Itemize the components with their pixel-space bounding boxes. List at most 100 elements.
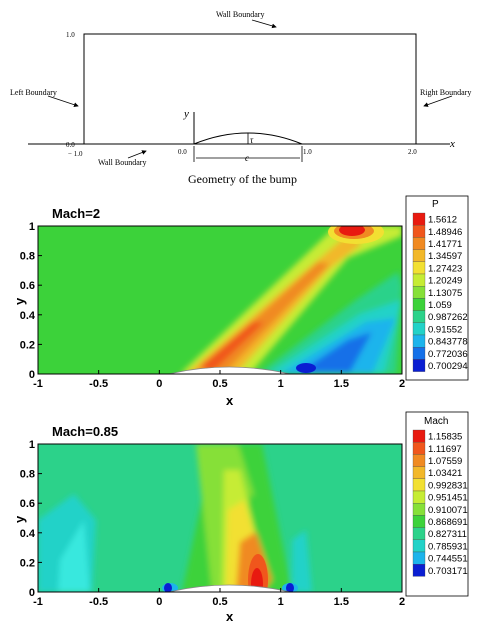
plot2-ytick-label: 0.8 <box>20 469 35 481</box>
plot2-ytick-label: 0.6 <box>20 498 35 510</box>
plot1-xtick-label: 2 <box>399 378 405 390</box>
plot1-legend-swatch <box>412 261 426 275</box>
thickness-label: τ <box>250 135 254 145</box>
plot1-legend-swatch <box>412 249 426 262</box>
right-boundary-label: Right Boundary <box>420 88 471 97</box>
plot2-legend-value: 1.11697 <box>428 444 462 455</box>
plot1-ytick-label: 0.4 <box>20 310 36 322</box>
wall-bottom-label: Wall Boundary <box>98 158 146 167</box>
plot2-xtick-label: 2 <box>399 596 405 608</box>
plot2-legend-swatch <box>412 527 426 540</box>
plot1-xtick-label: 1.5 <box>334 378 349 390</box>
plot1-legend-swatch <box>412 359 426 372</box>
plot1-ylabel: y <box>12 297 27 305</box>
plot2-legend-value: 0.992831 <box>428 480 468 491</box>
plot1-legend-value: 1.20249 <box>428 276 462 287</box>
plot1-xtick-label: -0.5 <box>89 378 108 390</box>
plot1-legend-value: 1.48946 <box>428 227 462 238</box>
plot1-legend-swatch <box>412 225 426 238</box>
plot2-xtick-label: 1.5 <box>334 596 349 608</box>
plot2-ytick-label: 0.4 <box>20 528 36 540</box>
left-boundary-label: Left Boundary <box>10 88 57 97</box>
plot2-legend-swatch <box>412 551 426 565</box>
plot2-legend-swatch <box>412 539 426 553</box>
plot2-legend-value: 1.07559 <box>428 456 462 467</box>
plot1-xtick-label: 0.5 <box>212 378 227 390</box>
contour-plot-mach2: -1 -0.5 0 0.5 1 1.5 2 0 0.2 0.4 0.6 0.8 1 Mach=2 x y… <box>12 195 469 408</box>
contour-plot-mach085: -1 -0.5 0 0.5 1 1.5 200.20.40.60.81 Mach=0.85 … <box>12 411 469 624</box>
plot1-legend-swatch <box>412 286 426 299</box>
plot2-ticks: -1 -0.5 0 0.5 1 1.5 2 0 0.2 0.4 0.6 0.8 1 <box>20 439 405 608</box>
tick-x-minus-one: − 1.0 <box>68 150 83 158</box>
plot2-ylabel: y <box>12 515 27 523</box>
plot1-legend-value: 0.91552 <box>428 324 462 335</box>
plot1-legend-value: 1.41771 <box>428 239 462 250</box>
plot2-xtick-label: -0.5 <box>89 596 108 608</box>
plot2-legend-swatch <box>412 429 426 443</box>
plot1-legend-swatch <box>412 212 426 226</box>
plot2-xtick-label: 1 <box>278 596 284 608</box>
wall-top-label: Wall Boundary <box>216 10 264 19</box>
geometry-y-axis-label: y <box>183 108 189 120</box>
arrow-left-boundary <box>47 95 79 108</box>
plot2-ytick-label: 0 <box>29 587 35 599</box>
plot1-legend-swatch <box>412 310 426 323</box>
plot2-xtick-label: -1 <box>33 596 43 608</box>
plot2-legend-value: 0.703171 <box>428 566 468 577</box>
plot1-title: Mach=2 <box>52 206 100 221</box>
pressure-contour-field <box>38 226 402 374</box>
geometry-caption: Geometry of the bump <box>188 172 297 186</box>
plot2-legend-swatch <box>412 503 426 516</box>
plot2-legend-swatch <box>412 478 426 492</box>
plot1-legend-swatch <box>412 322 426 336</box>
plot1-legend-value: 0.987262 <box>428 312 468 323</box>
plot1-ytick-label: 0.2 <box>20 339 35 351</box>
plot1-xlabel: x <box>226 393 234 408</box>
plot2-xtick-label: 0.5 <box>212 596 227 608</box>
arrow-right-boundary <box>423 95 453 107</box>
plot2-ytick-label: 0.2 <box>20 557 35 569</box>
plot2-legend-swatch <box>412 564 426 577</box>
plot1-legend-swatch <box>412 347 426 360</box>
geometry-x-axis-label: x <box>449 138 455 150</box>
plot1-xtick-label: 1 <box>278 378 284 390</box>
geometry-diagram: Wall Boundary Left Boundary Right Bounda… <box>10 10 471 186</box>
plot1-legend-value: 0.843778 <box>428 337 468 348</box>
plot2-legend-value: 0.744551 <box>428 554 468 565</box>
chord-label: c <box>245 153 249 163</box>
plot2-legend-value: 0.910071 <box>428 505 468 516</box>
plot1-ytick-label: 0.6 <box>20 280 35 292</box>
tick-x-one: 1.0 <box>303 148 312 156</box>
plot2-ytick-label: 1 <box>29 439 35 451</box>
plot2-legend-swatch <box>412 515 426 528</box>
plot2-legend-value: 1.15835 <box>428 432 462 443</box>
plot1-legend-value: 1.27423 <box>428 263 462 274</box>
plot1-ytick-label: 0 <box>29 369 35 381</box>
tick-x-two: 2.0 <box>408 148 417 156</box>
plot1-legend-swatch <box>412 237 426 250</box>
plot2-legend-value: 0.785931 <box>428 541 468 552</box>
mach-contour-field <box>38 444 402 592</box>
plot2-legend-swatch <box>412 466 426 479</box>
plot1-legend-value: 0.700294 <box>428 361 468 372</box>
plot2-legend-swatch <box>412 490 426 504</box>
arrow-top-wall <box>251 19 277 29</box>
plot1-ytick-label: 0.8 <box>20 251 35 263</box>
plot1-legend-value: 0.772036 <box>428 349 468 360</box>
plot1-legend-title: P <box>432 199 439 210</box>
domain-box <box>83 33 417 145</box>
plot1-legend-swatch <box>412 334 426 348</box>
plot2-xtick-label: 0 <box>156 596 162 608</box>
plot1-legend-value: 1.13075 <box>428 288 462 299</box>
plot2-legend-value: 0.827311 <box>428 529 467 540</box>
plot2-legend-value: 0.868691 <box>428 517 468 528</box>
plot1-xtick-label: 0 <box>156 378 162 390</box>
plot1-legend-value: 1.059 <box>428 300 452 311</box>
plot1-legend-value: 1.34597 <box>428 251 462 262</box>
plot1-legend-swatch <box>412 298 426 311</box>
plot1-legend-swatch <box>412 273 426 287</box>
tick-y-zero: 0.0 <box>66 141 75 149</box>
